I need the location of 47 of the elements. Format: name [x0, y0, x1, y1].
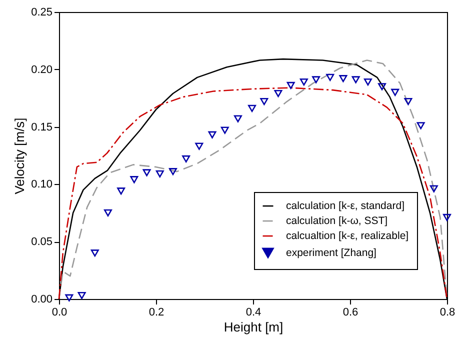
point — [260, 98, 268, 106]
y-tick-label: 0.15 — [31, 121, 52, 134]
point — [195, 142, 204, 150]
y-tick-label: 0.00 — [31, 294, 52, 306]
point — [208, 131, 216, 138]
y-axis-title: Velocity [m/s] — [12, 118, 28, 194]
point — [442, 214, 452, 222]
point — [378, 83, 386, 90]
point — [339, 75, 348, 82]
legend-label: experiment [Zhang] — [286, 247, 377, 259]
y-tick-label: 0.25 — [31, 6, 52, 18]
point — [104, 209, 112, 216]
point — [117, 188, 126, 195]
legend-label: calculation [k-ω, SST] — [286, 215, 388, 227]
point — [182, 155, 190, 162]
point — [364, 78, 372, 86]
point — [312, 76, 320, 84]
x-tick-label: 0.6 — [342, 306, 358, 318]
x-axis-title: Height [m] — [224, 320, 284, 334]
y-tick-label: 0.05 — [31, 236, 52, 248]
point — [352, 76, 360, 84]
point — [274, 90, 282, 98]
x-tick-label: 0.2 — [148, 306, 164, 318]
point — [78, 292, 86, 300]
point — [156, 170, 164, 178]
y-tick-label: 0.20 — [31, 64, 52, 76]
y-tick-label: 0.10 — [31, 178, 52, 191]
point — [90, 250, 99, 257]
point — [300, 78, 308, 86]
point — [234, 115, 242, 122]
point — [286, 82, 295, 90]
legend-label: calcualtion [k-ε, realizable] — [286, 230, 409, 242]
point — [404, 98, 412, 106]
point — [168, 168, 177, 176]
point — [391, 88, 400, 96]
x-tick-label: 0.8 — [440, 306, 456, 318]
point — [142, 169, 151, 176]
x-tick-label: 0.0 — [52, 306, 68, 318]
point — [130, 176, 138, 184]
legend-label: calculation [k-ε, standard] — [286, 200, 405, 212]
point — [65, 294, 74, 302]
point — [430, 185, 438, 192]
point — [220, 126, 229, 134]
x-tick-label: 0.4 — [246, 306, 262, 318]
point — [416, 122, 425, 130]
point — [248, 104, 256, 112]
point — [326, 74, 334, 81]
